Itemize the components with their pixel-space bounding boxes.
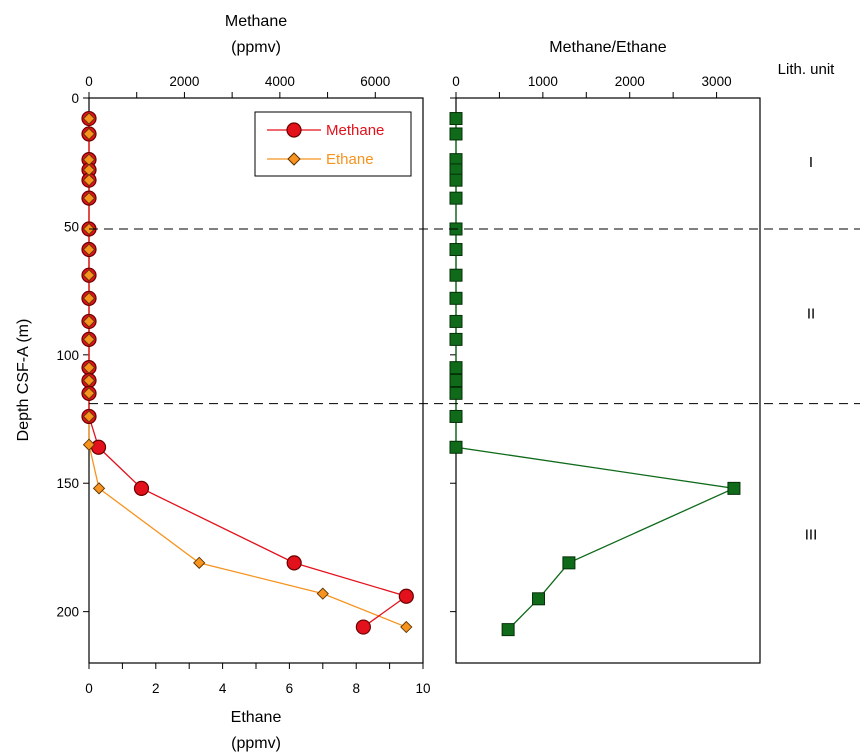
legend-methane-label: Methane bbox=[326, 122, 384, 139]
ratio-axis-title: Methane/Ethane bbox=[549, 39, 667, 56]
ratio-tick-label: 1000 bbox=[528, 74, 558, 89]
ethane-axis: 0 2 4 6 8 10 bbox=[85, 663, 431, 696]
depth-axis: 0 50 100 150 200 bbox=[56, 91, 89, 620]
legend: Methane Ethane bbox=[254, 111, 412, 177]
legend-methane-marker bbox=[286, 122, 302, 138]
concentration-plot-frame bbox=[88, 97, 424, 664]
ethane-point bbox=[82, 192, 96, 205]
ratio-point bbox=[449, 112, 463, 126]
ratio-point bbox=[449, 291, 463, 305]
ethane-point bbox=[316, 587, 329, 600]
ratio-plot-frame bbox=[455, 97, 761, 664]
depth-tick-label: 100 bbox=[56, 348, 79, 363]
depth-tick-label: 50 bbox=[64, 219, 79, 234]
legend-ethane-marker bbox=[287, 152, 301, 166]
ethane-tick-label: 10 bbox=[415, 681, 430, 696]
ethane-point bbox=[82, 374, 96, 387]
ethane-point bbox=[82, 292, 96, 305]
ethane-point bbox=[400, 620, 413, 634]
ratio-point bbox=[449, 268, 463, 282]
ratio-tick-label: 2000 bbox=[615, 74, 645, 89]
lith-unit-boundaries bbox=[89, 228, 860, 405]
lith-unit-label: I bbox=[809, 154, 813, 171]
depth-tick-label: 200 bbox=[56, 605, 79, 620]
ethane-point bbox=[82, 410, 96, 423]
ethane-tick-label: 6 bbox=[286, 681, 294, 696]
methane-axis: 0 2000 4000 6000 bbox=[85, 74, 390, 98]
methane-point bbox=[90, 439, 107, 455]
methane-tick-label: 4000 bbox=[265, 74, 295, 89]
ethane-point bbox=[82, 438, 96, 451]
methane-tick-label: 2000 bbox=[169, 74, 199, 89]
methane-tick-label: 6000 bbox=[360, 74, 390, 89]
depth-tick-label: 150 bbox=[56, 476, 79, 491]
concentration-series bbox=[81, 110, 414, 635]
ethane-point bbox=[82, 243, 96, 256]
methane-point bbox=[355, 619, 371, 635]
methane-axis-unit: (ppmv) bbox=[231, 39, 281, 56]
depth-axis-title: Depth CSF-A (m) bbox=[15, 319, 32, 442]
ethane-point bbox=[82, 361, 96, 374]
ratio-point bbox=[449, 361, 463, 375]
ethane-point bbox=[92, 482, 106, 495]
ratio-line bbox=[455, 118, 737, 631]
methane-point bbox=[133, 480, 150, 496]
ethane-point bbox=[193, 556, 206, 569]
lith-unit-label: II bbox=[807, 306, 815, 323]
ratio-point bbox=[449, 127, 463, 141]
ratio-axis: 0 1000 2000 3000 bbox=[452, 74, 732, 98]
ratio-point bbox=[449, 440, 463, 454]
legend-box bbox=[254, 111, 412, 177]
ratio-point bbox=[449, 173, 463, 187]
lith-unit-header: Lith. unit bbox=[778, 61, 836, 78]
ethane-tick-label: 4 bbox=[219, 681, 227, 696]
legend-ethane-label: Ethane bbox=[326, 151, 374, 168]
ratio-series bbox=[449, 112, 741, 637]
ethane-tick-label: 2 bbox=[152, 681, 160, 696]
ethane-point bbox=[82, 269, 96, 282]
methane-line bbox=[88, 118, 408, 628]
ethane-line bbox=[88, 118, 407, 628]
ethane-point bbox=[82, 333, 96, 346]
ratio-point bbox=[449, 386, 463, 400]
ratio-panel: 0 1000 2000 3000 Methane/Ethane bbox=[449, 39, 761, 664]
ethane-point bbox=[82, 315, 96, 328]
concentration-panel: 0 50 100 150 200 0 2000 4000 6000 0 2 4 6 8 10 Metha… bbox=[15, 13, 431, 752]
ratio-point bbox=[449, 409, 463, 423]
ethane-tick-label: 8 bbox=[352, 681, 360, 696]
ethane-tick-label: 0 bbox=[85, 681, 93, 696]
methane-point bbox=[286, 555, 302, 571]
methane-point bbox=[398, 588, 414, 604]
ethane-point bbox=[82, 174, 96, 187]
ratio-point bbox=[562, 556, 576, 570]
ethane-axis-title: Ethane bbox=[231, 709, 282, 726]
ethane-axis-unit: (ppmv) bbox=[231, 735, 281, 752]
ratio-point bbox=[532, 592, 546, 606]
ratio-tick-label: 3000 bbox=[702, 74, 732, 89]
ratio-point bbox=[449, 191, 463, 205]
ratio-point bbox=[727, 481, 741, 495]
lith-unit-label: III bbox=[805, 527, 818, 544]
ratio-point bbox=[449, 374, 463, 387]
ratio-point bbox=[501, 623, 515, 637]
ratio-point bbox=[449, 314, 463, 328]
ratio-point bbox=[449, 243, 463, 257]
ethane-point bbox=[82, 387, 96, 400]
methane-axis-title: Methane bbox=[225, 13, 287, 30]
ratio-tick-label: 0 bbox=[452, 74, 460, 89]
methane-tick-label: 0 bbox=[85, 74, 93, 89]
ethane-point bbox=[82, 127, 96, 141]
depth-tick-label: 0 bbox=[71, 91, 79, 106]
ratio-point bbox=[449, 332, 463, 346]
ethane-point bbox=[82, 112, 96, 125]
